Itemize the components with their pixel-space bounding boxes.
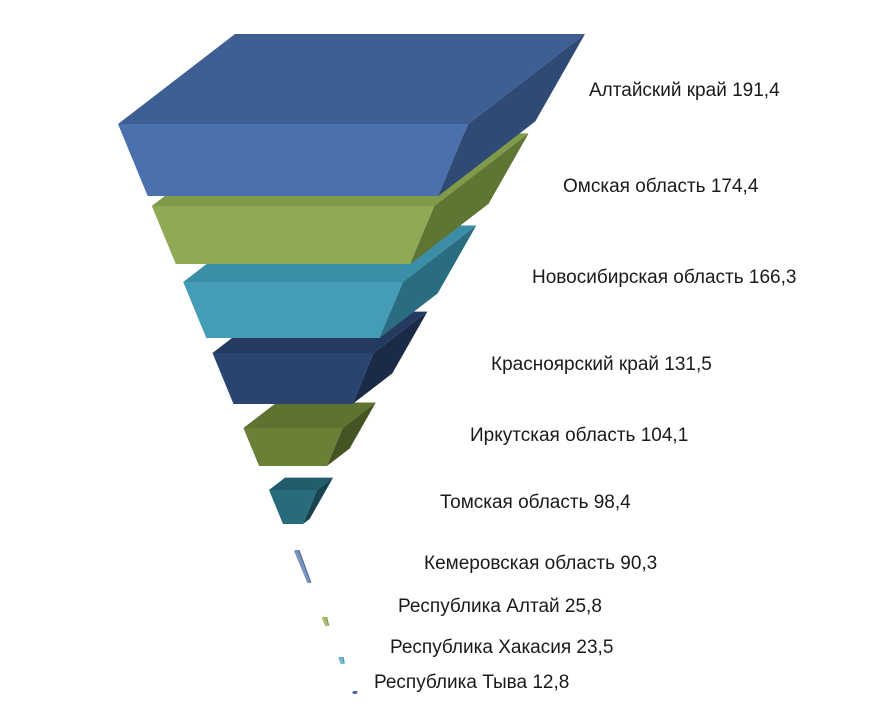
funnel-segment xyxy=(243,402,376,466)
funnel-data-label: Республика Хакасия 23,5 xyxy=(390,637,613,658)
funnel-segment-side xyxy=(410,133,529,264)
funnel-segment-side xyxy=(342,657,345,664)
funnel-data-label: Кемеровская область 90,3 xyxy=(424,553,657,574)
funnel-segment-top xyxy=(243,402,376,428)
funnel-segment-top xyxy=(269,477,334,490)
funnel-segment-front xyxy=(212,353,374,404)
funnel-segment-front xyxy=(269,490,317,524)
funnel-segment-front xyxy=(151,206,435,264)
funnel-segment-front xyxy=(294,551,311,583)
funnel-segment-side xyxy=(298,550,312,583)
funnel-segment-top xyxy=(294,550,300,551)
funnel-data-label: Алтайский край 191,4 xyxy=(589,80,780,101)
funnel-segment xyxy=(269,477,334,524)
funnel-data-label: Республика Тыва 12,8 xyxy=(374,672,569,693)
funnel-labels: Алтайский край 191,4 Омская область 174,4… xyxy=(374,80,796,693)
funnel-segment xyxy=(294,550,312,583)
funnel-segment-front xyxy=(243,428,343,466)
funnel-segment xyxy=(338,657,345,664)
funnel-segment-side xyxy=(379,225,477,338)
funnel-segment xyxy=(352,691,358,694)
funnel-segment xyxy=(118,34,585,196)
funnel-segment-side xyxy=(356,691,358,694)
funnel-segment-top xyxy=(118,34,585,124)
funnel-segment xyxy=(321,617,330,626)
funnel-data-label: Омская область 174,4 xyxy=(563,176,759,197)
funnel-segment-front xyxy=(183,282,403,338)
funnel-segment-front xyxy=(118,124,468,196)
funnel-segment-side xyxy=(352,311,428,404)
funnel-data-label: Красноярский край 131,5 xyxy=(491,354,712,375)
funnel-data-label: Томская область 98,4 xyxy=(440,492,631,513)
funnel-segment-front xyxy=(338,658,344,664)
funnel-segments xyxy=(118,34,585,694)
funnel-segment-top xyxy=(321,617,328,618)
funnel-segment-side xyxy=(325,617,330,626)
funnel-segment-side xyxy=(438,34,585,196)
funnel-data-label: Иркутская область 104,1 xyxy=(470,425,688,446)
funnel-segment-front xyxy=(321,618,329,626)
funnel-segment-side xyxy=(326,402,376,466)
funnel-data-label: Республика Алтай 25,8 xyxy=(398,596,602,617)
funnel-segment-top xyxy=(352,691,358,692)
funnel-segment-side xyxy=(303,477,334,524)
funnel-data-label: Новосибирская область 166,3 xyxy=(532,267,796,288)
funnel-segment-top xyxy=(338,657,344,658)
funnel-segment-front xyxy=(352,692,357,694)
